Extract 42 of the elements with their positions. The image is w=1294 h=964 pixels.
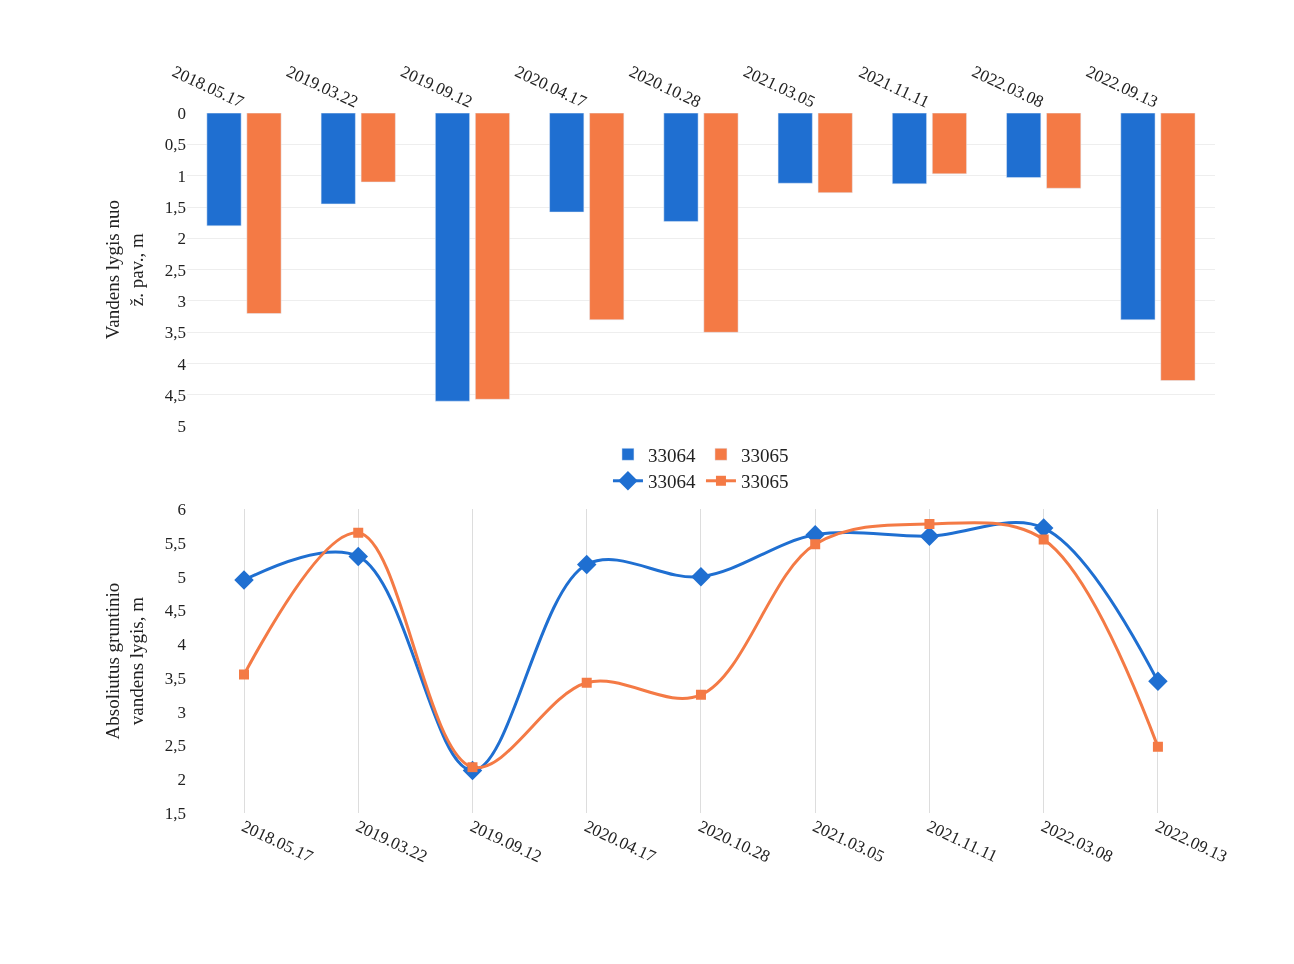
y-tick-label: 5,5 <box>164 533 186 553</box>
y-tick-label: 1 <box>177 166 186 186</box>
y-axis-title: Vandens lygis nuo ž. pav., m <box>101 200 148 340</box>
y-tick-label: 2,5 <box>164 260 186 280</box>
point <box>234 570 254 590</box>
point <box>919 526 940 546</box>
y-tick-label: 4,5 <box>164 601 186 621</box>
point <box>691 566 711 587</box>
y-tick-label: 1,5 <box>164 197 186 217</box>
y-tick-label: 4 <box>177 354 187 374</box>
y-tick-label: 0 <box>177 104 186 124</box>
point <box>1148 671 1168 692</box>
point <box>695 689 706 700</box>
legend-label: 33065 <box>740 471 789 493</box>
y-tick-label: 2 <box>177 229 186 249</box>
point <box>576 554 597 575</box>
y-tick-label: 4,5 <box>164 385 186 405</box>
y-tick-label: 6 <box>177 500 186 520</box>
y-tick-label: 3,5 <box>164 668 186 688</box>
point <box>239 669 249 680</box>
y-tick-label: 2,5 <box>164 736 186 756</box>
point <box>1152 741 1163 752</box>
y-axis-title: Absoliutus gruntinio vandens lygis, m <box>101 582 148 740</box>
y-tick-label: 0,5 <box>164 135 186 155</box>
point <box>810 539 821 550</box>
y-tick-label: 1,5 <box>164 804 186 824</box>
y-tick-label: 5 <box>177 417 186 437</box>
point <box>1038 534 1049 545</box>
point <box>348 546 368 567</box>
point <box>924 518 935 529</box>
y-tick-label: 3,5 <box>164 323 186 343</box>
y-tick-label: 2 <box>177 770 186 790</box>
point <box>581 677 592 688</box>
point <box>353 527 364 538</box>
y-tick-label: 3 <box>177 702 186 722</box>
y-tick-label: 3 <box>177 291 186 311</box>
y-tick-label: 5 <box>177 567 186 587</box>
point <box>1033 518 1054 538</box>
legend-label: 33064 <box>647 471 696 493</box>
y-tick-label: 4 <box>177 635 187 655</box>
legend-label: 33064 <box>647 444 696 466</box>
legend-label: 33065 <box>740 444 789 466</box>
